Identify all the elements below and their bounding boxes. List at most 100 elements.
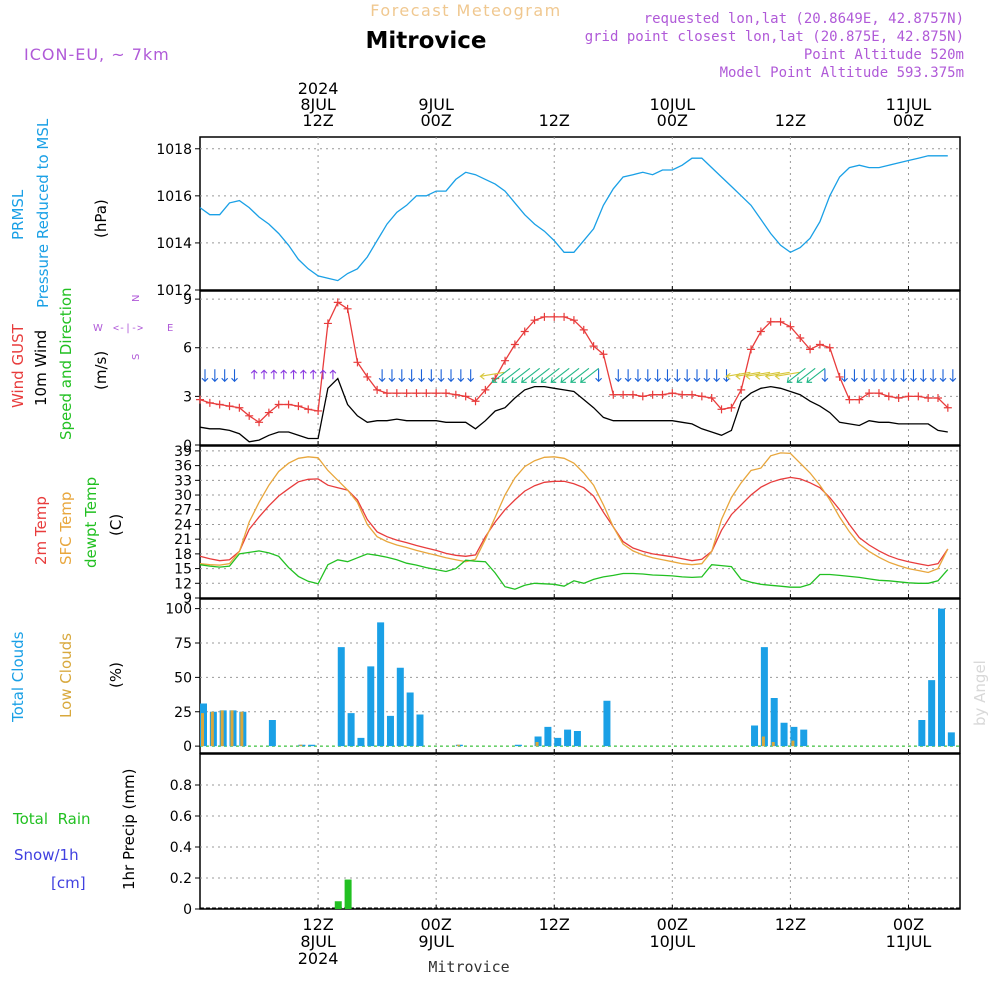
gust-point (314, 406, 323, 415)
bottom-time-label: 12Z (539, 915, 570, 934)
total-cloud-bar (386, 715, 394, 747)
series-2m-temp (199, 476, 949, 567)
bottom-time-label: 8JUL (300, 932, 336, 951)
gust-point (766, 317, 775, 326)
model-altitude: Model Point Altitude 593.375m (720, 65, 964, 81)
y-tick-label: 100 (165, 602, 192, 618)
bottom-time-label: 00Z (657, 915, 688, 934)
prmsl-label: PRMSL (9, 189, 27, 240)
gust-point (343, 304, 352, 313)
top-time-label: 8JUL (300, 95, 336, 114)
gust-point (874, 389, 883, 398)
low-cloud-bar (210, 711, 214, 747)
requested-coords: requested lon,lat (20.8649E, 42.8757N) (644, 11, 964, 27)
gust-point (668, 389, 677, 398)
gust-point (855, 395, 864, 404)
gust-point (373, 385, 382, 394)
gust-point (412, 389, 421, 398)
gust-point (904, 392, 913, 401)
gust-point (550, 312, 559, 321)
top-time-label: 12Z (302, 111, 333, 130)
gust-point (501, 356, 510, 365)
wind-arrow (683, 369, 691, 383)
gust-point (294, 402, 303, 411)
wind-arrow (378, 369, 386, 383)
gust-point (648, 390, 657, 399)
gust-point (540, 312, 549, 321)
wind-arrow (654, 369, 662, 383)
low-cloud-bar (201, 713, 204, 747)
dewpt-label: dewpt Temp (82, 477, 100, 568)
total-cloud-bar (534, 736, 542, 747)
gust-point (825, 343, 834, 352)
wind-arrow (521, 367, 541, 383)
panel-frame (199, 136, 961, 291)
wind-arrow (540, 367, 560, 383)
y-tick-label: 1016 (156, 189, 192, 205)
model-label: ICON-EU, ~ 7km (24, 45, 170, 64)
speed-direction-label: Speed and Direction (57, 287, 75, 440)
wind-arrow (319, 369, 327, 380)
panel-frame (199, 598, 961, 754)
faint-title: Forecast Meteogram (370, 1, 561, 20)
total-cloud-bar (573, 731, 581, 747)
y-tick-label: 36 (174, 459, 192, 475)
precip-axis-label: 1hr Precip (mm) (120, 769, 138, 890)
top-time-label: 00Z (420, 111, 451, 130)
top-time-label: 12Z (775, 111, 806, 130)
rain-label: Total Rain (12, 810, 91, 828)
wind-arrow (595, 369, 602, 383)
gust-point (451, 390, 460, 399)
bottom-time-label: 00Z (893, 915, 924, 934)
gust-point (225, 402, 234, 411)
wind-arrow (280, 369, 288, 380)
top-time-label: 9JUL (418, 95, 454, 114)
gust-point (609, 390, 618, 399)
y-tick-label: 39 (174, 444, 192, 460)
y-tick-label: 21 (174, 532, 192, 548)
gust-point (235, 403, 244, 412)
wind-arrow (467, 369, 475, 383)
gridlines (200, 599, 960, 753)
wind-arrow (427, 369, 435, 383)
total-cloud-bar (947, 732, 955, 747)
gust-point (589, 342, 598, 351)
wind-arrow (713, 369, 721, 383)
y-tick-label: 50 (174, 670, 192, 686)
y-tick-label: 25 (174, 705, 192, 721)
total-cloud-bar (308, 744, 316, 747)
panels: 1012101410161018036991215182124273033363… (156, 136, 961, 918)
gridlines (200, 446, 960, 598)
wind-arrow (309, 369, 317, 380)
low-cloud-bar (220, 710, 224, 747)
wind-arrow (634, 369, 642, 383)
gust-point (865, 389, 874, 398)
compass-rose: N S W E <-|-> (93, 295, 173, 360)
wind-arrow (530, 367, 550, 383)
y-tick-label: 0 (183, 902, 192, 918)
panel-frame (199, 445, 961, 599)
temp-unit: (C) (107, 514, 125, 536)
gust-point (924, 393, 933, 402)
wind-arrow (398, 369, 406, 383)
series-10m-wind (199, 377, 948, 443)
gust-point (382, 389, 391, 398)
y-tick-label: 27 (174, 503, 192, 519)
gust-point (747, 345, 756, 354)
wind-arrow (624, 369, 632, 383)
location-title: Mitrovice (365, 28, 486, 54)
gust-point (845, 395, 854, 404)
panel-labels: PRMSL Pressure Reduced to MSL (hPa) Wind… (9, 118, 173, 892)
gridlines (200, 291, 960, 445)
wind-arrow (260, 369, 268, 380)
gust-point (304, 405, 313, 414)
gust-point (943, 403, 952, 412)
compass-e: E (167, 323, 173, 334)
gust-point (215, 400, 224, 409)
gust-point (599, 350, 608, 359)
wind-arrow (201, 369, 209, 383)
wind-arrow (614, 369, 622, 383)
wind-arrow (250, 369, 258, 380)
compass-w: W (93, 323, 103, 334)
